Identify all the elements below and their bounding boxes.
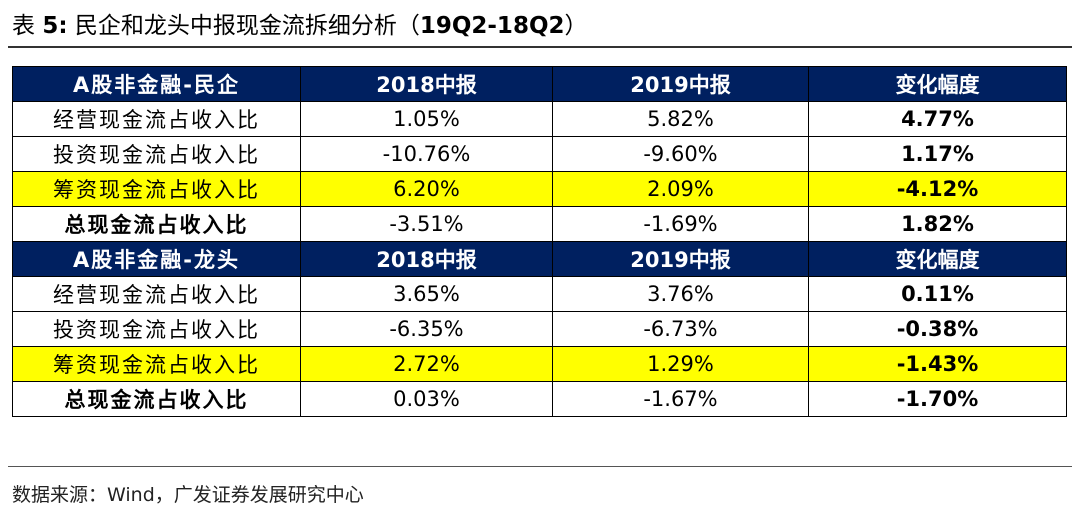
cell-2018: 2.72% [300, 346, 553, 382]
cell-change: 1.82% [808, 206, 1067, 242]
section-header-row: A股非金融-龙头 2018中报 2019中报 变化幅度 [12, 241, 1067, 277]
cell-2018: -3.51% [300, 206, 553, 242]
header-cell-2019: 2019中报 [552, 241, 809, 277]
row-label: 经营现金流占收入比 [12, 101, 301, 137]
bottom-rule [8, 466, 1072, 467]
cell-change: -1.70% [808, 381, 1067, 417]
cell-2019: -6.73% [552, 311, 809, 347]
cell-2018: -6.35% [300, 311, 553, 347]
cell-2018: 0.03% [300, 381, 553, 417]
cell-change: 4.77% [808, 101, 1067, 137]
header-cell-group: A股非金融-民企 [12, 66, 301, 102]
table-row: 投资现金流占收入比 -6.35% -6.73% -0.38% [12, 311, 1067, 347]
cell-2019: 2.09% [552, 171, 809, 207]
table-row: 经营现金流占收入比 1.05% 5.82% 4.77% [12, 101, 1067, 137]
cell-2018: 3.65% [300, 276, 553, 312]
cell-2019: -9.60% [552, 136, 809, 172]
cell-2018: 1.05% [300, 101, 553, 137]
cell-change: -1.43% [808, 346, 1067, 382]
title-number: 5: [42, 13, 68, 39]
cell-2019: 3.76% [552, 276, 809, 312]
title-text: 民企和龙头中报现金流拆细分析（ [67, 13, 420, 39]
cell-2019: -1.69% [552, 206, 809, 242]
header-cell-group: A股非金融-龙头 [12, 241, 301, 277]
row-label: 投资现金流占收入比 [12, 136, 301, 172]
table-row-total: 总现金流占收入比 0.03% -1.67% -1.70% [12, 381, 1067, 417]
row-label: 总现金流占收入比 [12, 206, 301, 242]
cell-2019: -1.67% [552, 381, 809, 417]
header-cell-2018: 2018中报 [300, 241, 553, 277]
table-title: 表 5: 民企和龙头中报现金流拆细分析（19Q2-18Q2） [12, 6, 588, 40]
table-row-total: 总现金流占收入比 -3.51% -1.69% 1.82% [12, 206, 1067, 242]
title-suffix: ） [564, 13, 588, 39]
header-cell-2019: 2019中报 [552, 66, 809, 102]
cell-change: -0.38% [808, 311, 1067, 347]
cell-2018: 6.20% [300, 171, 553, 207]
cashflow-table: A股非金融-民企 2018中报 2019中报 变化幅度 经营现金流占收入比 1.… [12, 66, 1067, 417]
cell-2018: -10.76% [300, 136, 553, 172]
cell-2019: 5.82% [552, 101, 809, 137]
cell-change: 0.11% [808, 276, 1067, 312]
cell-change: -4.12% [808, 171, 1067, 207]
cell-2019: 1.29% [552, 346, 809, 382]
title-period: 19Q2-18Q2 [419, 13, 565, 39]
source-note: 数据来源：Wind，广发证券发展研究中心 [12, 484, 364, 506]
row-label: 筹资现金流占收入比 [12, 346, 301, 382]
table-row: 经营现金流占收入比 3.65% 3.76% 0.11% [12, 276, 1067, 312]
top-rule [8, 46, 1072, 48]
row-label: 筹资现金流占收入比 [12, 171, 301, 207]
header-cell-2018: 2018中报 [300, 66, 553, 102]
table-row-highlighted: 筹资现金流占收入比 6.20% 2.09% -4.12% [12, 171, 1067, 207]
table-row: 投资现金流占收入比 -10.76% -9.60% 1.17% [12, 136, 1067, 172]
cell-change: 1.17% [808, 136, 1067, 172]
title-prefix: 表 [12, 13, 43, 39]
section-header-row: A股非金融-民企 2018中报 2019中报 变化幅度 [12, 66, 1067, 102]
header-cell-change: 变化幅度 [808, 66, 1067, 102]
row-label: 经营现金流占收入比 [12, 276, 301, 312]
row-label: 投资现金流占收入比 [12, 311, 301, 347]
table-row-highlighted: 筹资现金流占收入比 2.72% 1.29% -1.43% [12, 346, 1067, 382]
header-cell-change: 变化幅度 [808, 241, 1067, 277]
row-label: 总现金流占收入比 [12, 381, 301, 417]
